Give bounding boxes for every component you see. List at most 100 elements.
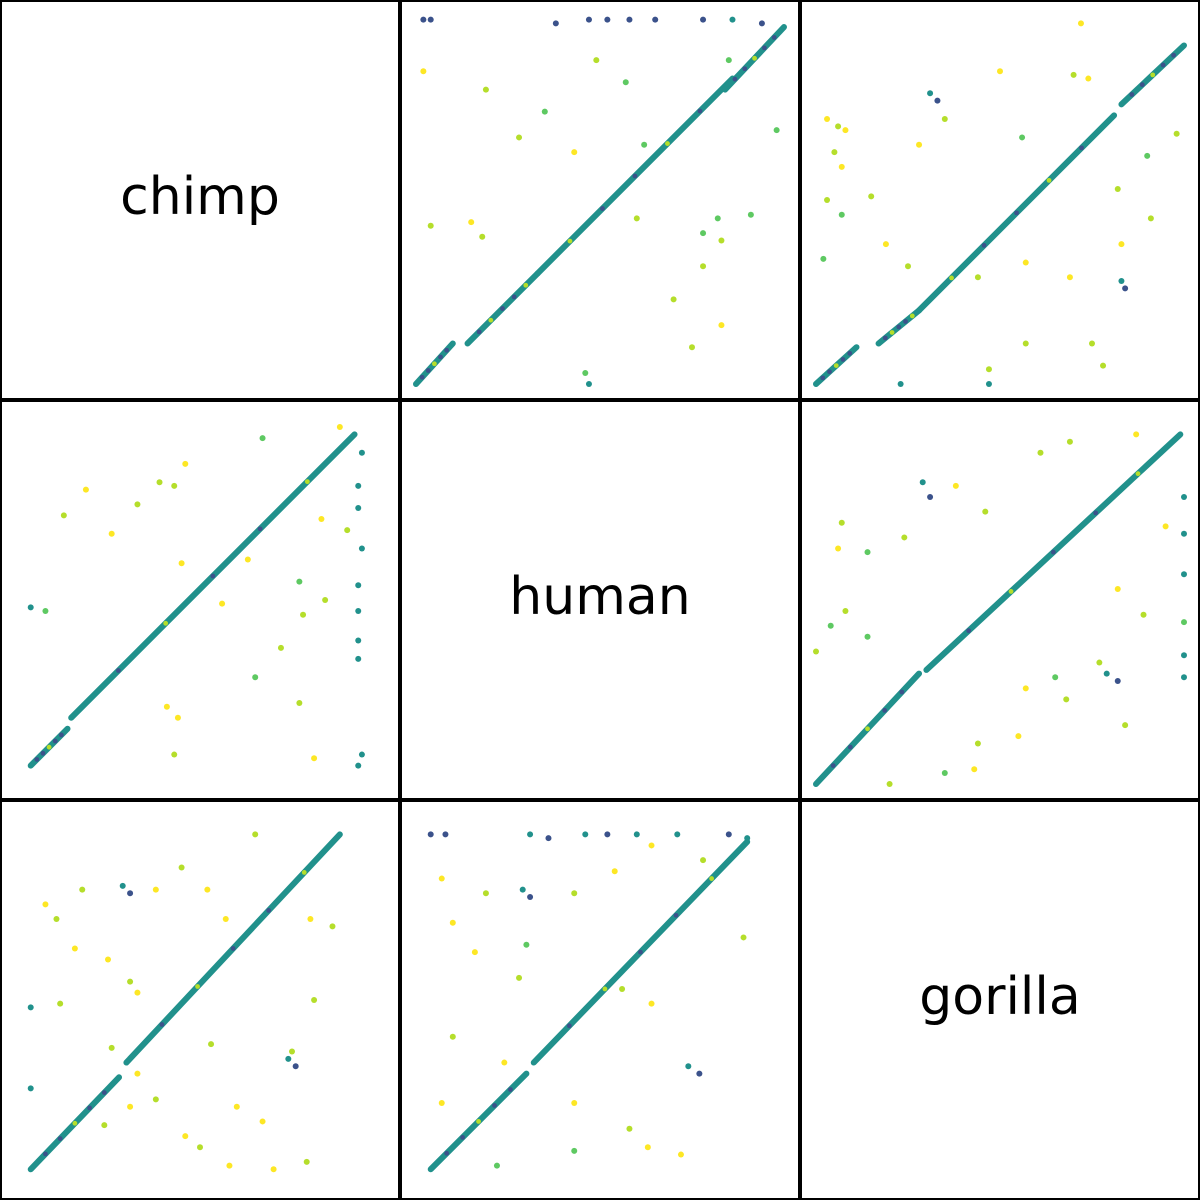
alignment-dot [195,984,200,989]
scatter-point [171,751,178,758]
scatter-point [652,16,659,23]
scatter-point [1118,241,1125,248]
alignment-dot [1050,549,1056,555]
scatter-point [1122,285,1129,292]
scatter-point [1022,685,1029,692]
scatter-point [985,381,992,387]
scatter-point [838,519,845,526]
alignment-dot [899,689,905,695]
scatter-point [611,868,618,875]
panel-frame-chimp-chimp [0,0,400,400]
panel-frame-chimp-human [400,0,800,400]
alignment-dot [981,242,987,248]
scatter-point [582,369,589,376]
scatter-point [355,762,362,769]
scatter-point [718,237,725,244]
alignment-dot [438,354,443,360]
scatter-point [971,766,978,773]
scatter-point [336,424,343,431]
diagonal-labels: chimp human gorilla [120,167,1081,1027]
scatter-point [152,886,159,893]
scatter-point [259,1118,266,1125]
scatter-point [27,1004,34,1011]
scatter-point [824,197,831,203]
scatter-point [101,1122,108,1129]
scatter-point [585,16,592,23]
scatter-point [329,923,336,930]
scatter-point [700,857,707,864]
scatter-point [516,974,523,981]
scatter-point [571,890,578,897]
alignment-dot [46,744,52,750]
scatter-point [182,460,189,467]
scatter-point [744,835,751,842]
scatter-point [222,916,229,923]
scatter-point [725,57,732,64]
alignment-dot [419,374,425,380]
scatter-point [252,831,259,838]
scatter-point [901,534,908,541]
alignment-dot [492,1103,497,1108]
scatter-point [700,230,707,237]
scatter-point [482,86,489,93]
alignment-dot [425,368,431,373]
scatter-point [1144,152,1151,159]
alignment-dot [1014,210,1019,216]
scatter-point [747,211,754,218]
scatter-point [644,1144,651,1151]
scatter-point [1181,674,1187,681]
scatter-point [868,193,875,200]
scatter-point [289,1048,295,1055]
scatter-point [527,893,534,900]
scatter-point [60,512,67,519]
scatter-point [134,989,141,996]
scatter-point [604,16,611,23]
scatter-point [42,608,49,615]
scatter-point [729,16,736,23]
scatter-point [516,134,523,141]
panel-frame-human-chimp [0,400,400,800]
scatter-point [355,608,362,615]
alignment-dot [903,319,908,324]
scatter-point [677,1151,684,1158]
scatter-point [758,20,765,27]
alignment-dot [697,108,703,114]
scatter-point [1066,438,1073,445]
scatter-point [355,582,362,589]
scatter-point [1063,696,1070,703]
panel-frame-gorilla-gorilla [800,800,1200,1200]
scatter-point [1066,274,1073,281]
scatter-point [864,549,871,556]
scatter-point [1133,431,1140,438]
scatter-point [322,597,329,603]
scatter-point [296,700,303,707]
scatter-point [1140,611,1147,618]
scatter-point [27,604,34,611]
scatter-point [974,740,981,747]
scatter-point [813,648,819,655]
scatter-point [226,1162,233,1169]
alignment-dot [882,708,888,713]
diagonal-label-gorilla: gorilla [919,967,1080,1027]
alignment-dot [163,620,169,626]
alignment-dot [34,757,40,762]
scatter-point [152,1096,159,1103]
scatter-point [420,16,427,23]
scatter-point [952,482,959,489]
scatter-point [127,978,134,985]
alignment-dot [567,238,573,244]
scatter-point [897,381,904,387]
alignment-dot [500,306,505,311]
alignment-dot [1171,52,1176,58]
scatter-point [427,16,434,23]
scatter-point [1070,71,1077,78]
scatter-point [471,949,478,956]
alignment-dot [865,726,870,732]
scatter-point [571,149,578,156]
scatter-point [427,222,434,229]
scatter-point [571,1100,578,1107]
scatter-point [355,655,362,662]
alignment-dot [752,55,757,61]
scatter-point [303,1158,310,1165]
scatter-point [824,116,831,123]
